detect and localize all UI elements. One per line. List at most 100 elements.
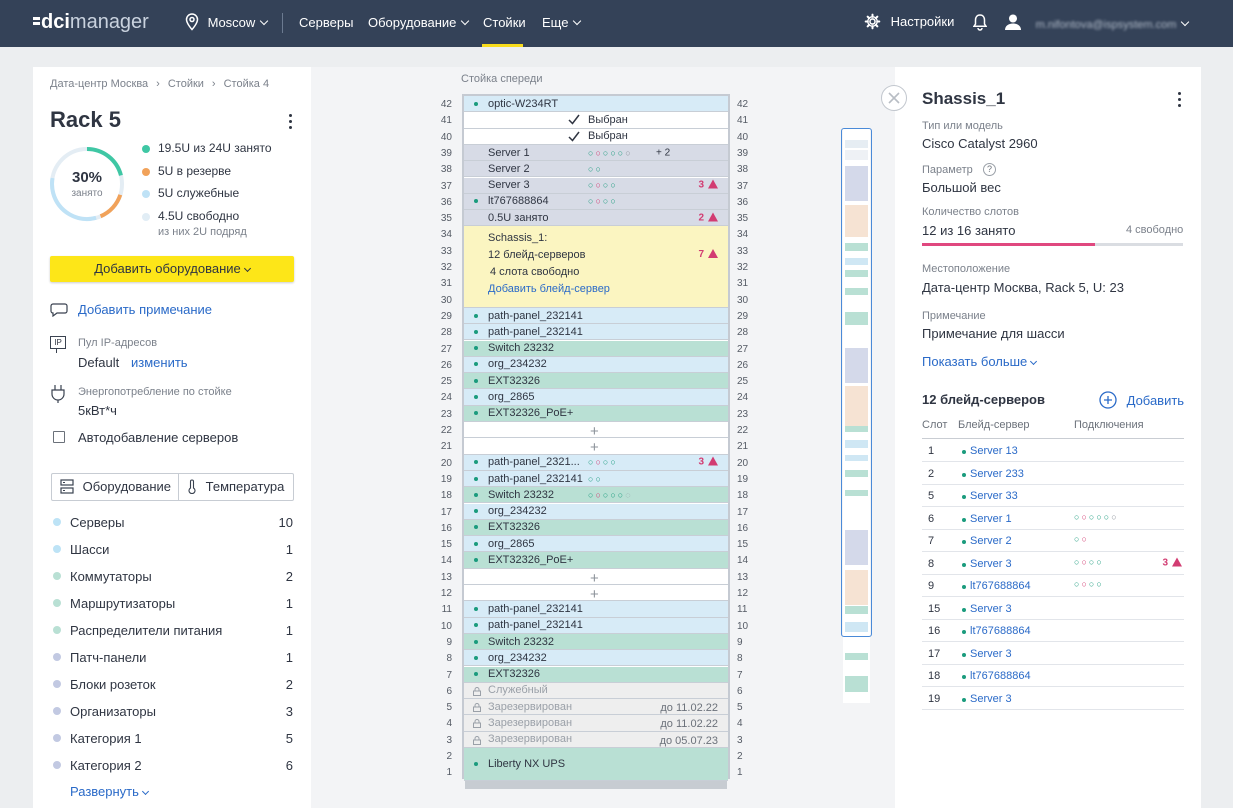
nav-racks[interactable]: Стойки bbox=[483, 15, 526, 30]
rack-unit[interactable]: org_234232 bbox=[464, 503, 728, 520]
rack-unit[interactable]: EXT32326 bbox=[464, 519, 728, 537]
blade-name-link[interactable]: Server 33 bbox=[962, 490, 1018, 502]
rack-unit[interactable]: EXT32326_PoE+ bbox=[464, 405, 728, 422]
blade-row[interactable]: 17 Server 3 bbox=[922, 643, 1184, 665]
rack-unit[interactable]: Зарезервирован до 11.02.22 bbox=[464, 715, 728, 732]
blade-row[interactable]: 8 Server 3 ○○○○ 3 bbox=[922, 553, 1184, 575]
blade-row[interactable]: 18 lt767688864 bbox=[922, 665, 1184, 687]
rack-chassis[interactable]: Schassis_1: 12 блейд-серверов 4 слота своб… bbox=[464, 226, 728, 308]
blade-name-link[interactable]: Server 13 bbox=[962, 445, 1018, 457]
rack-unit[interactable]: org_2865 bbox=[464, 389, 728, 406]
blade-row[interactable]: 19 Server 3 bbox=[922, 688, 1184, 710]
rack-empty-unit[interactable]: + bbox=[464, 585, 728, 603]
breadcrumb-item[interactable]: Стойка 4 bbox=[223, 78, 270, 90]
rack-unit[interactable]: Зарезервирован до 11.02.22 bbox=[464, 699, 728, 716]
blade-name-link[interactable]: lt767688864 bbox=[962, 625, 1031, 637]
blade-row[interactable]: 5 Server 33 bbox=[922, 485, 1184, 507]
rack-unit[interactable]: Зарезервирован до 05.07.23 bbox=[464, 731, 728, 748]
blade-row[interactable]: 7 Server 2 ○○ bbox=[922, 530, 1184, 552]
bell-icon[interactable] bbox=[972, 13, 988, 34]
rack-unit[interactable]: Server 1 ○○○○○○ + 2 bbox=[464, 144, 728, 162]
blade-row[interactable]: 15 Server 3 bbox=[922, 598, 1184, 620]
add-unit-icon[interactable]: + bbox=[590, 569, 599, 587]
autoadd-label[interactable]: Автодобавление серверов bbox=[78, 430, 239, 445]
rack-unit[interactable]: Switch 23232 bbox=[464, 340, 728, 357]
rack-unit[interactable]: Switch 23232 ○○○○○◌ bbox=[464, 487, 728, 504]
rack-unit[interactable]: 0.5U занято 2 bbox=[464, 210, 728, 227]
ip-pool-change-link[interactable]: изменить bbox=[131, 355, 188, 370]
rack-unit[interactable]: Служебный bbox=[464, 682, 728, 700]
chassis-more-icon[interactable] bbox=[1178, 92, 1182, 110]
category-item[interactable]: Коммутаторы 2 bbox=[53, 569, 293, 585]
rack-unit[interactable]: org_2865 bbox=[464, 536, 728, 553]
rack-unit[interactable]: Выбран bbox=[464, 112, 728, 129]
breadcrumb-item[interactable]: Стойки bbox=[167, 78, 204, 90]
rack-unit[interactable]: path-panel_232141 bbox=[464, 617, 728, 634]
rack-unit[interactable]: path-panel_232141 bbox=[464, 307, 728, 325]
tab-temperature[interactable]: Температура bbox=[188, 479, 284, 495]
category-item[interactable]: Распределители питания 1 bbox=[53, 623, 293, 639]
rack-unit[interactable]: Server 2 ○○ bbox=[464, 161, 728, 178]
rack-unit[interactable]: Liberty NX UPS bbox=[464, 748, 728, 781]
rack-unit[interactable]: EXT32326 bbox=[464, 666, 728, 683]
nav-more[interactable]: Еще bbox=[542, 15, 582, 30]
category-item[interactable]: Блоки розеток 2 bbox=[53, 677, 293, 693]
rack-unit[interactable]: lt767688864 ○○○○ bbox=[464, 193, 728, 211]
category-item[interactable]: Патч-панели 1 bbox=[53, 650, 293, 666]
help-icon[interactable]: ? bbox=[983, 163, 996, 176]
settings-link[interactable]: Настройки bbox=[864, 13, 954, 30]
category-item[interactable]: Маршрутизаторы 1 bbox=[53, 596, 293, 612]
rack-unit[interactable]: Выбран bbox=[464, 128, 728, 145]
rack-unit[interactable]: optic-W234RT bbox=[464, 96, 728, 113]
add-unit-icon[interactable]: + bbox=[590, 423, 599, 440]
blade-row[interactable]: 16 lt767688864 bbox=[922, 620, 1184, 642]
blade-row[interactable]: 9 lt767688864 ○○○○ bbox=[922, 575, 1184, 597]
add-unit-icon[interactable]: + bbox=[590, 439, 599, 457]
category-item[interactable]: Категория 1 5 bbox=[53, 731, 293, 747]
blade-name-link[interactable]: lt767688864 bbox=[962, 670, 1031, 682]
nav-equipment[interactable]: Оборудование bbox=[368, 15, 470, 30]
rack-unit[interactable]: path-panel_232141 bbox=[464, 601, 728, 618]
blade-row[interactable]: 6 Server 1 ○○○○○○ bbox=[922, 508, 1184, 530]
breadcrumb-item[interactable]: Дата-центр Москва bbox=[50, 78, 149, 90]
add-equipment-button[interactable]: Добавить оборудование bbox=[50, 256, 294, 282]
category-item[interactable]: Шасси 1 bbox=[53, 542, 293, 558]
blade-name-link[interactable]: Server 1 bbox=[962, 512, 1012, 525]
more-options-icon[interactable] bbox=[289, 114, 293, 132]
category-item[interactable]: Организаторы 3 bbox=[53, 704, 293, 720]
blade-name-link[interactable]: Server 233 bbox=[962, 467, 1024, 480]
logo[interactable]: dcimanager bbox=[33, 11, 149, 34]
user-menu[interactable]: m.nifontova@ispsystem.com bbox=[1004, 13, 1190, 31]
add-note-link[interactable]: Добавить примечание bbox=[78, 302, 213, 317]
rack-empty-unit[interactable]: + bbox=[464, 422, 728, 440]
rack-unit[interactable]: Server 3 ○○○○ 3 bbox=[464, 177, 728, 194]
nav-servers[interactable]: Серверы bbox=[299, 15, 354, 30]
blade-row[interactable]: 1 Server 13 bbox=[922, 440, 1184, 462]
rack-unit[interactable]: EXT32326 bbox=[464, 373, 728, 390]
tab-equipment[interactable]: Оборудование bbox=[60, 479, 171, 494]
category-item[interactable]: Категория 2 6 bbox=[53, 758, 293, 774]
autoadd-checkbox[interactable] bbox=[53, 431, 65, 443]
blade-name-link[interactable]: lt767688864 bbox=[962, 580, 1031, 592]
rack-unit[interactable]: Switch 23232 bbox=[464, 633, 728, 651]
location-selector[interactable]: Moscow bbox=[185, 13, 269, 31]
add-blade-link[interactable]: Добавить блейд-сервер bbox=[488, 283, 610, 296]
show-more-link[interactable]: Показать больше bbox=[922, 354, 1038, 369]
minimap-viewport[interactable] bbox=[841, 128, 872, 637]
blade-name-link[interactable]: Server 3 bbox=[962, 647, 1012, 660]
category-item[interactable]: Серверы 10 bbox=[53, 515, 293, 531]
close-button[interactable] bbox=[881, 85, 907, 111]
rack-unit[interactable]: path-panel_2321... ○○○○ 3 bbox=[464, 454, 728, 471]
blade-name-link[interactable]: Server 3 bbox=[962, 602, 1012, 615]
rack-unit[interactable]: path-panel_232141 bbox=[464, 324, 728, 341]
rack-unit[interactable]: org_234232 bbox=[464, 356, 728, 374]
rack-unit[interactable]: path-panel_232141 ○○ bbox=[464, 470, 728, 488]
blade-name-link[interactable]: Server 3 bbox=[962, 692, 1012, 705]
expand-link[interactable]: Развернуть bbox=[70, 784, 149, 799]
add-unit-icon[interactable]: + bbox=[590, 586, 599, 603]
add-blade-button[interactable]: Добавить bbox=[1099, 391, 1184, 409]
rack-empty-unit[interactable]: + bbox=[464, 438, 728, 457]
blade-name-link[interactable]: Server 3 bbox=[962, 557, 1012, 570]
rack-unit[interactable]: org_234232 bbox=[464, 650, 728, 667]
rack-empty-unit[interactable]: + bbox=[464, 568, 728, 587]
